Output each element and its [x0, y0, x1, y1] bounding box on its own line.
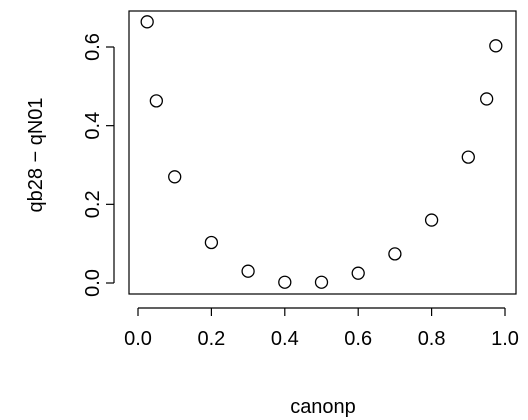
y-axis-label: qb28 − qN01: [25, 97, 47, 212]
y-tick-label: 0.0: [82, 269, 104, 297]
data-point: [204, 235, 219, 250]
y-tick-label: 0.2: [82, 190, 104, 218]
data-points: [140, 15, 503, 289]
data-point: [388, 247, 402, 261]
x-axis: 0.0 0.2 0.4 0.6 0.8 1.0: [124, 307, 519, 350]
data-point: [149, 94, 164, 108]
x-tick-label: 0.4: [271, 328, 299, 350]
x-tick-label: 0.2: [197, 328, 225, 350]
data-point: [461, 150, 475, 164]
data-point: [479, 92, 494, 106]
x-tick-label: 0.8: [418, 328, 446, 350]
data-point: [140, 15, 154, 29]
data-point: [424, 213, 439, 227]
y-tick-label: 0.4: [82, 112, 104, 140]
data-point: [241, 264, 255, 278]
x-axis-label: canonp: [290, 396, 356, 418]
plot-frame: [128, 10, 517, 295]
y-axis: 0.0 0.2 0.4 0.6: [82, 33, 115, 297]
data-point: [351, 266, 365, 280]
y-tick-label: 0.6: [82, 33, 104, 61]
data-point: [314, 275, 329, 289]
x-tick-label: 0.6: [344, 328, 372, 350]
x-tick-label: 1.0: [491, 328, 519, 350]
data-point: [489, 39, 503, 53]
data-point: [278, 275, 292, 289]
x-tick-label: 0.0: [124, 328, 152, 350]
data-point: [168, 170, 182, 184]
